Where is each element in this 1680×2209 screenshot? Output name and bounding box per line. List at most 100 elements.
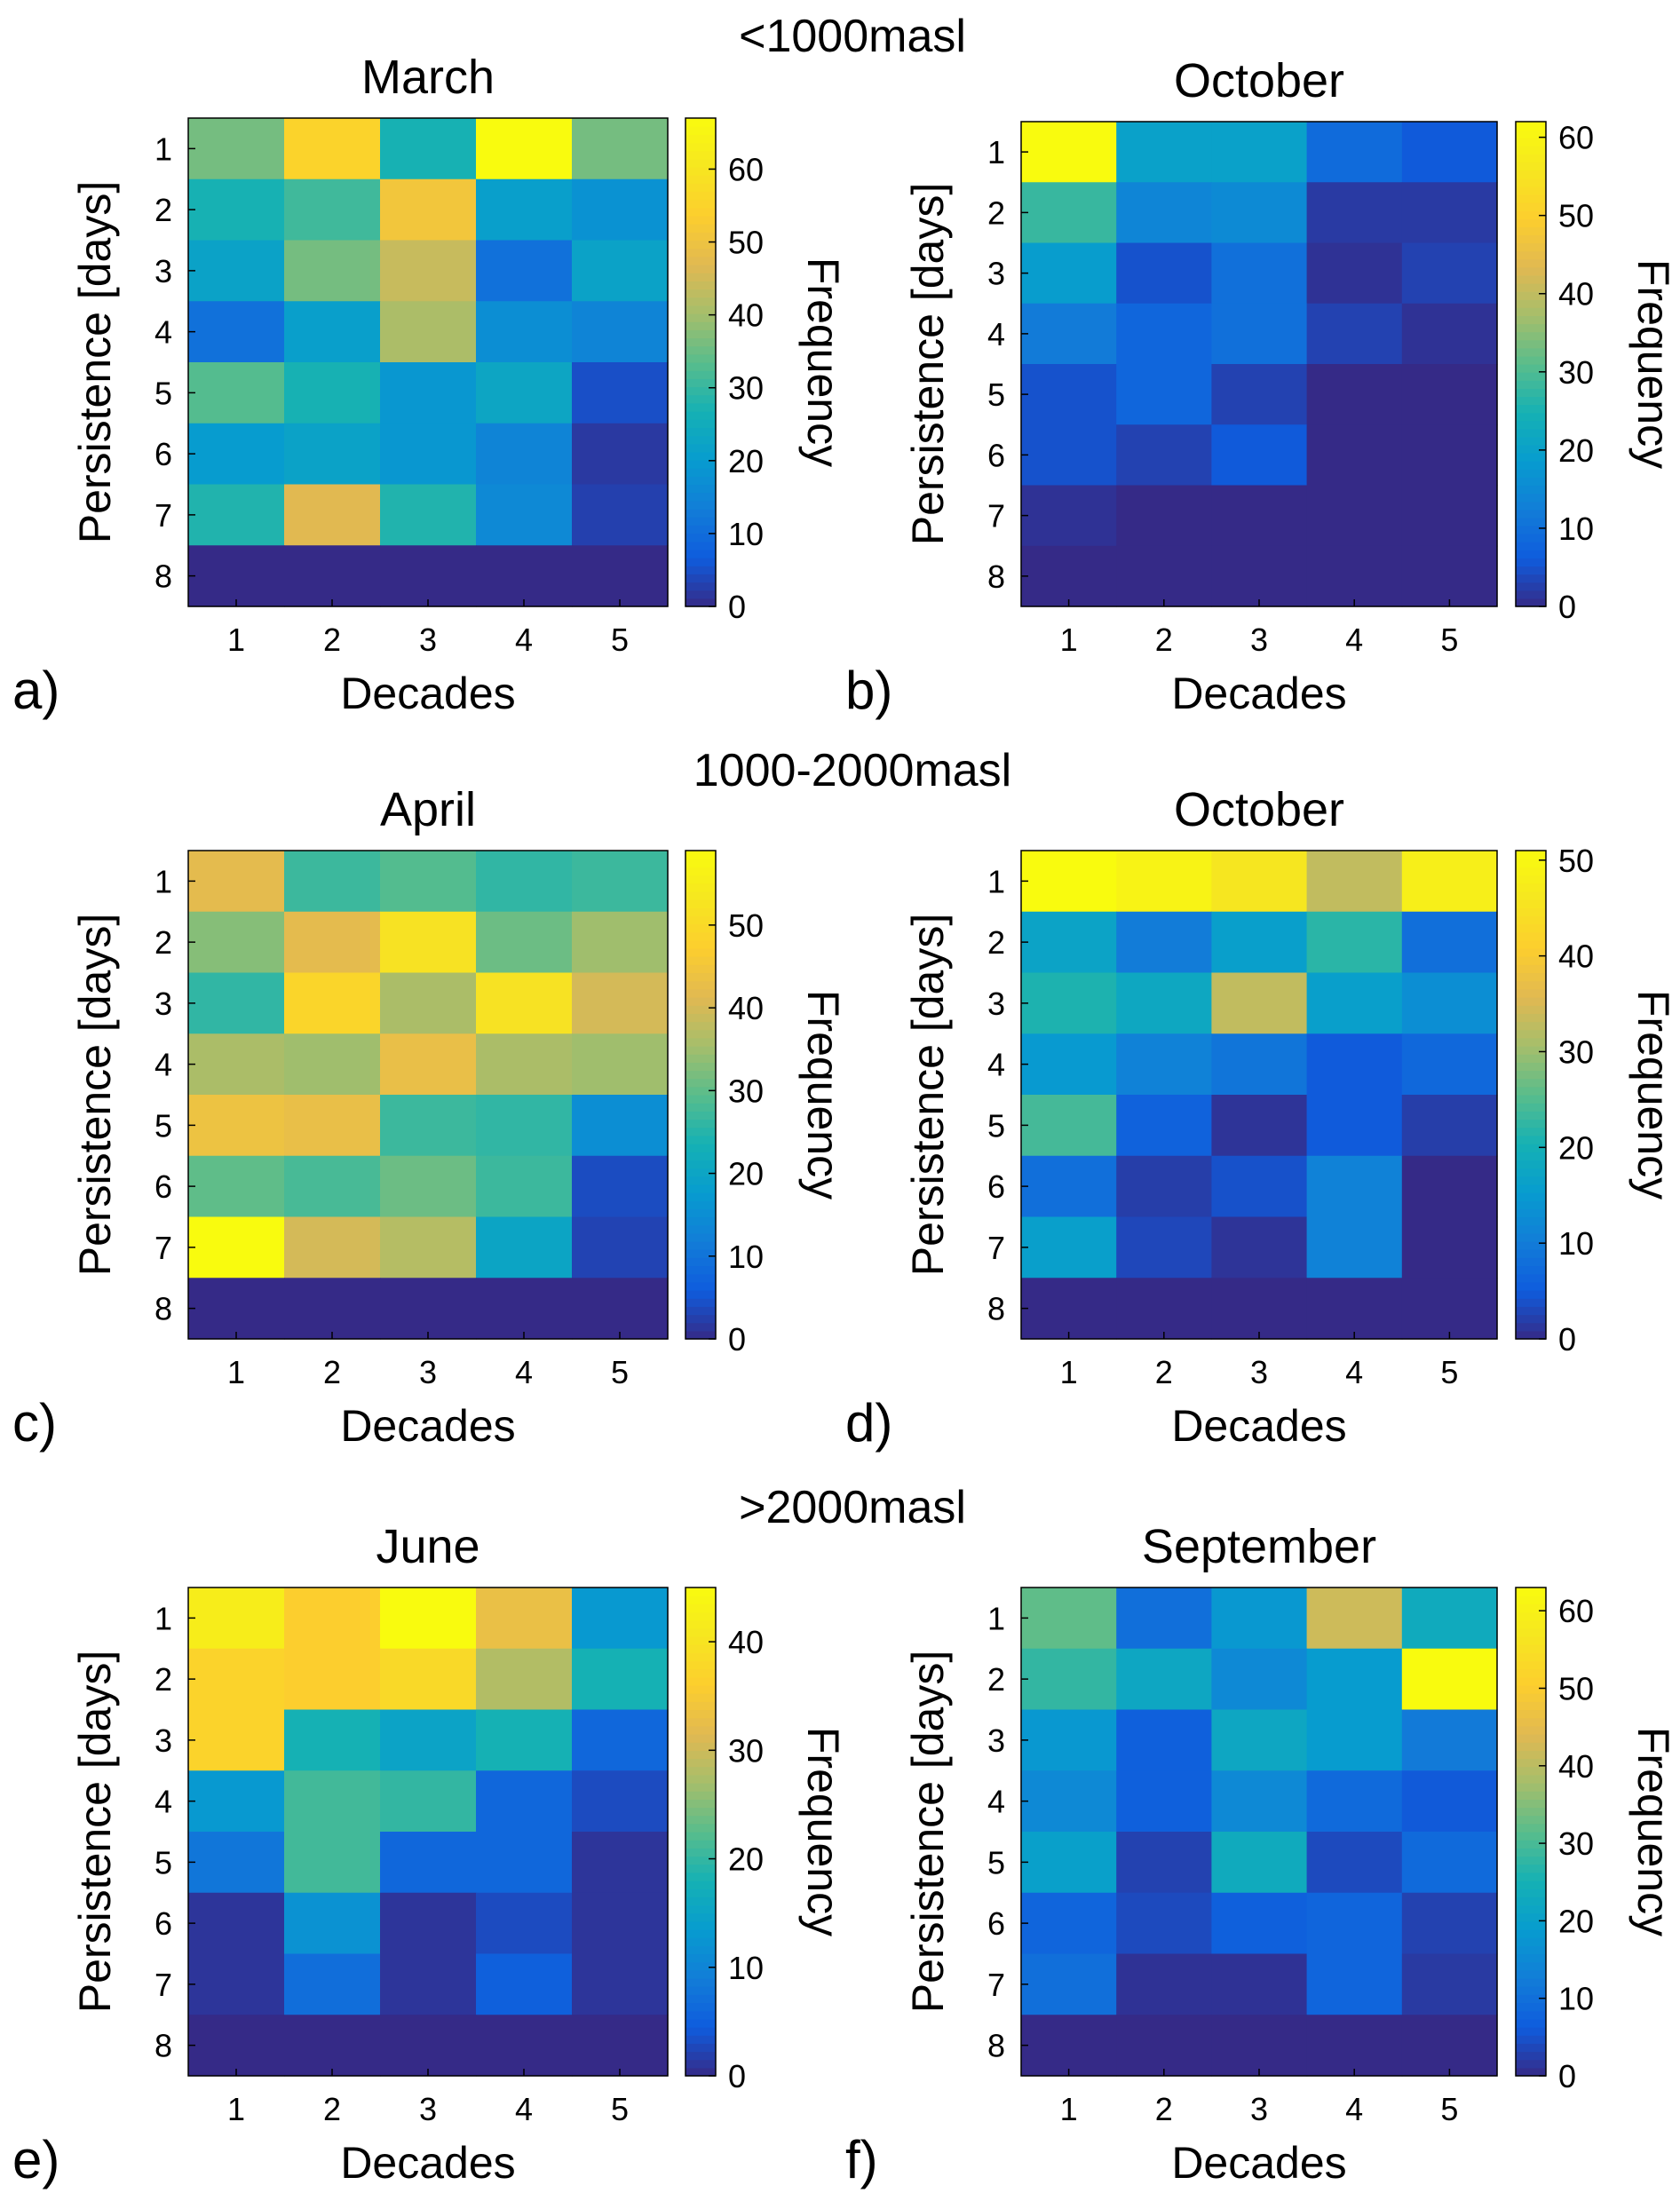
colorbar-strip — [1516, 1257, 1546, 1267]
x-axis-label: Decades — [340, 2138, 515, 2188]
colorbar-strip — [685, 915, 716, 925]
heatmap-cell — [1401, 364, 1498, 425]
colorbar-strip — [685, 1005, 716, 1014]
y-tick-label: 4 — [987, 316, 1005, 352]
heatmap-cell — [572, 240, 669, 302]
y-tick-label: 3 — [987, 986, 1005, 1022]
heatmap-cell — [380, 2015, 477, 2077]
heatmap-cell — [188, 301, 285, 363]
colorbar-strip — [685, 191, 716, 201]
colorbar-strip — [1516, 509, 1546, 519]
heatmap-cell — [284, 1278, 381, 1340]
heatmap-cell — [188, 545, 285, 607]
colorbar-strip — [1516, 1192, 1546, 1201]
colorbar-strip — [1516, 1611, 1546, 1621]
colorbar-strip — [1516, 130, 1546, 139]
x-tick-label: 1 — [227, 622, 245, 658]
colorbar-strip — [1516, 1306, 1546, 1316]
colorbar-strip — [1516, 1961, 1546, 1971]
colorbar-strip — [685, 492, 716, 502]
colorbar-strip — [685, 956, 716, 965]
colorbar-strip — [1516, 1144, 1546, 1152]
colorbar-strip — [685, 158, 716, 168]
colorbar-tick-label: 0 — [1558, 2058, 1576, 2094]
colorbar-strip — [1516, 558, 1546, 567]
colorbar-strip — [1516, 1119, 1546, 1128]
y-tick-label: 2 — [987, 194, 1005, 231]
colorbar-strip — [685, 2018, 716, 2028]
heatmap-cell — [1211, 1278, 1308, 1340]
heatmap-cell — [1211, 122, 1308, 183]
colorbar-strip — [1516, 461, 1546, 470]
heatmap-cell — [188, 484, 285, 546]
heatmap-cell — [1211, 1648, 1308, 1711]
heatmap-cell — [572, 1155, 669, 1218]
heatmap-cell — [1401, 545, 1498, 607]
colorbar-strip — [1516, 1330, 1546, 1340]
heatmap-cell — [1306, 1709, 1403, 1771]
colorbar-strip — [685, 1208, 716, 1218]
colorbar-strip — [1516, 1742, 1546, 1751]
heatmap-cell — [1021, 1095, 1117, 1157]
colorbar-strip — [1516, 1912, 1546, 1922]
colorbar-tick-label: 40 — [1558, 1748, 1594, 1785]
heatmap-cell — [1211, 303, 1308, 365]
colorbar-strip — [1516, 250, 1546, 260]
heatmap-cell — [1401, 303, 1498, 365]
colorbar-frame — [685, 1587, 717, 2077]
colorbar-strip — [685, 1603, 716, 1613]
heatmap-cell — [572, 362, 669, 424]
colorbar-strip — [685, 1815, 716, 1825]
colorbar-strip — [685, 598, 716, 607]
heatmap-cell — [380, 545, 477, 607]
colorbar-strip — [685, 1314, 716, 1324]
colorbar-strip — [1516, 1734, 1546, 1743]
colorbar-tick-label: 10 — [728, 1239, 764, 1275]
colorbar-tick-label: 40 — [728, 1624, 764, 1660]
colorbar-strip — [1516, 412, 1546, 422]
heatmap-cell — [284, 1770, 381, 1833]
heatmap-cell — [284, 118, 381, 180]
heatmap-cell — [380, 1216, 477, 1279]
colorbar-strip — [685, 525, 716, 534]
heatmap-cell — [1211, 1095, 1308, 1157]
heatmap-cell — [1306, 911, 1403, 974]
colorbar-strip — [685, 321, 716, 330]
colorbar-strip — [685, 256, 716, 265]
heatmap-cell — [380, 240, 477, 302]
colorbar-strip — [685, 134, 716, 144]
colorbar-strip — [685, 1619, 716, 1629]
colorbar-strip — [685, 923, 716, 933]
heatmap-cell — [572, 1216, 669, 1279]
colorbar-tick-label: 0 — [728, 589, 746, 625]
heatmap-cell — [1306, 2015, 1403, 2077]
colorbar-strip — [1516, 2027, 1546, 2036]
colorbar-strip — [685, 867, 716, 876]
y-tick-label: 3 — [155, 1722, 172, 1759]
colorbar-strip — [685, 891, 716, 900]
heatmap-cell — [572, 423, 669, 486]
colorbar-strip — [1516, 1135, 1546, 1144]
colorbar-tick-label: 0 — [1558, 1321, 1576, 1358]
y-tick-label: 2 — [155, 1661, 172, 1698]
colorbar-strip — [1516, 964, 1546, 974]
colorbar-strip — [685, 1111, 716, 1120]
heatmap-cell — [284, 362, 381, 424]
heatmap-cell — [572, 178, 669, 241]
heatmap-cell — [1306, 1587, 1403, 1650]
colorbar-strip — [1516, 526, 1546, 534]
heatmap-cell — [1116, 1892, 1212, 1955]
colorbar-strip — [1516, 1693, 1546, 1702]
colorbar-strip — [685, 305, 716, 314]
colorbar-strip — [685, 1160, 716, 1169]
colorbar-strip — [1516, 1644, 1546, 1653]
colorbar-frame — [685, 117, 717, 607]
y-tick-label: 8 — [155, 1291, 172, 1327]
heatmap-cell — [572, 911, 669, 974]
heatmap-cell — [188, 1770, 285, 1833]
colorbar-strip — [685, 1920, 716, 1930]
colorbar-frame — [1515, 850, 1547, 1340]
heatmap-cell — [380, 1648, 477, 1711]
heatmap-cell — [476, 1587, 573, 1650]
heatmap-cell — [1021, 1216, 1117, 1279]
